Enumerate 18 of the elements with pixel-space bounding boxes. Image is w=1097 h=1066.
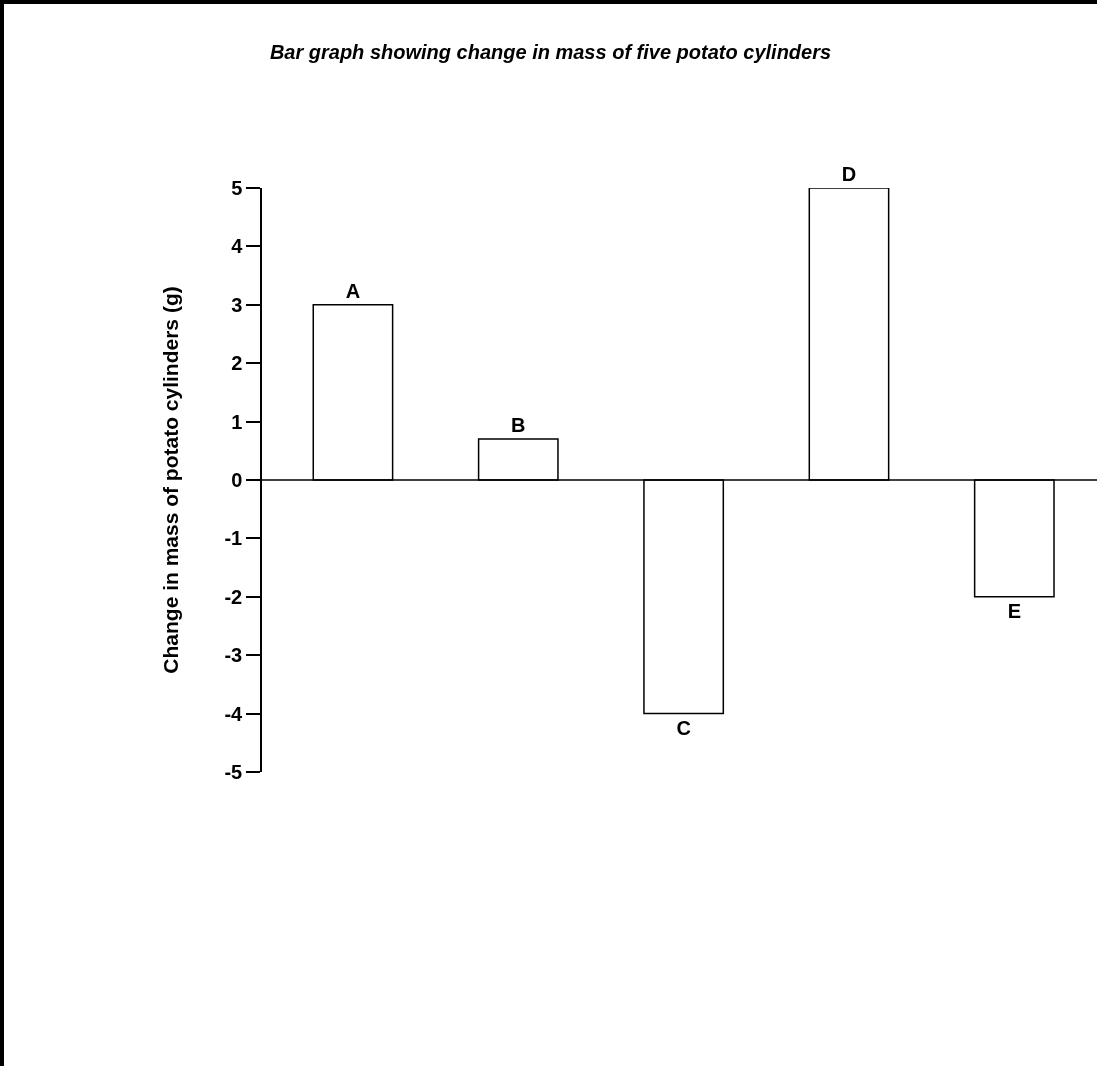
y-tick-label: 0 [231, 469, 243, 491]
y-tick-label: 1 [231, 410, 243, 433]
y-tick-label: -3 [224, 644, 243, 667]
y-tick-label: 3 [231, 293, 243, 316]
y-tick-label: 2 [231, 352, 243, 375]
x-tick-label: E [1007, 599, 1021, 622]
x-tick-label: A [345, 279, 361, 302]
y-tick-label: -4 [224, 702, 244, 725]
y-tick-label: 4 [231, 235, 244, 258]
x-tick-label: B [511, 414, 526, 437]
y-tick-label: -1 [224, 527, 243, 550]
y-tick-label: -5 [224, 761, 243, 783]
y-tick-label: -2 [224, 585, 243, 608]
x-tick-label: D [841, 163, 857, 185]
y-axis-title: Change in mass of potato cylinders (g) [159, 286, 183, 674]
chart-title: Bar graph showing change in mass of five potato cylinders [269, 40, 832, 63]
x-tick-label: C [676, 716, 691, 739]
y-tick-label: 5 [231, 177, 243, 199]
